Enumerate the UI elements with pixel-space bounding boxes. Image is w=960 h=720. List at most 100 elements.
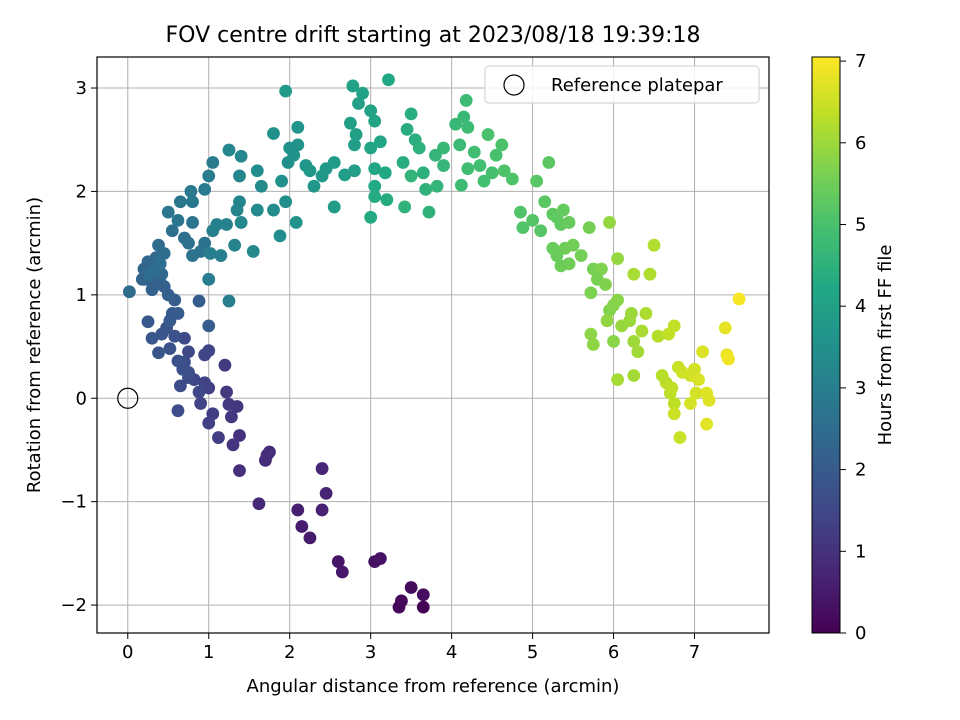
data-point bbox=[349, 128, 363, 141]
data-point bbox=[422, 205, 436, 219]
data-point bbox=[400, 122, 414, 136]
data-point bbox=[327, 200, 341, 214]
data-point bbox=[186, 216, 199, 229]
x-tick-label: 1 bbox=[203, 642, 214, 663]
x-axis-title: Angular distance from reference (arcmin) bbox=[247, 676, 620, 697]
data-point bbox=[206, 156, 220, 169]
legend: Reference platepar bbox=[484, 65, 760, 104]
data-point bbox=[198, 236, 212, 250]
data-point bbox=[192, 385, 206, 399]
data-point bbox=[267, 203, 280, 217]
data-point bbox=[611, 293, 624, 307]
data-point bbox=[437, 141, 450, 155]
data-point bbox=[165, 224, 179, 238]
data-point bbox=[454, 178, 468, 192]
data-point bbox=[202, 319, 216, 333]
data-point bbox=[437, 159, 450, 172]
data-point bbox=[595, 262, 608, 276]
grid-lines bbox=[97, 57, 769, 633]
colorbar-tick-label: 6 bbox=[855, 133, 866, 154]
data-point bbox=[530, 174, 544, 188]
y-axis-title: Rotation from reference (arcmin) bbox=[24, 197, 45, 493]
data-point bbox=[291, 138, 305, 152]
data-point bbox=[315, 462, 329, 475]
data-point bbox=[153, 257, 167, 271]
data-point bbox=[273, 229, 287, 243]
x-tick-label: 4 bbox=[446, 642, 457, 663]
data-point bbox=[163, 342, 177, 356]
data-point bbox=[667, 319, 681, 333]
data-point bbox=[373, 135, 387, 149]
data-point bbox=[599, 278, 612, 291]
data-point bbox=[651, 329, 665, 343]
data-point bbox=[526, 213, 539, 227]
data-point bbox=[631, 345, 645, 359]
data-point bbox=[348, 138, 361, 152]
data-point bbox=[688, 362, 701, 376]
data-point bbox=[319, 486, 333, 500]
data-point bbox=[275, 174, 288, 188]
data-point bbox=[203, 247, 217, 260]
data-point bbox=[173, 195, 187, 209]
data-point bbox=[461, 162, 475, 176]
data-point bbox=[315, 503, 329, 517]
data-point bbox=[331, 555, 345, 569]
data-point bbox=[267, 127, 280, 140]
data-point bbox=[202, 169, 216, 183]
data-point bbox=[233, 464, 246, 478]
data-point bbox=[220, 218, 233, 231]
data-point bbox=[461, 120, 475, 134]
data-point bbox=[178, 331, 191, 345]
data-point bbox=[684, 397, 697, 410]
data-point bbox=[627, 334, 641, 348]
data-point bbox=[380, 193, 394, 207]
data-point bbox=[152, 346, 165, 360]
data-point bbox=[382, 73, 395, 87]
data-point bbox=[368, 162, 382, 176]
data-point bbox=[279, 195, 293, 209]
legend-marker-open-circle bbox=[503, 74, 525, 96]
data-point bbox=[198, 182, 212, 196]
data-point bbox=[291, 503, 305, 517]
data-point bbox=[368, 190, 382, 204]
data-point bbox=[404, 169, 418, 183]
data-point bbox=[692, 373, 705, 387]
data-point bbox=[210, 218, 224, 231]
colorbar-tick-label: 2 bbox=[855, 460, 866, 481]
data-point bbox=[497, 164, 511, 178]
data-point bbox=[335, 565, 349, 579]
data-point bbox=[246, 245, 260, 258]
data-point bbox=[368, 179, 382, 193]
colorbar: 0 1 2 3 4 5 6 7 Hours from first FF file bbox=[811, 51, 896, 644]
data-point bbox=[627, 267, 641, 281]
data-point bbox=[667, 397, 681, 410]
data-point bbox=[667, 407, 681, 421]
colorbar-tick-label: 1 bbox=[855, 541, 866, 562]
legend-label: Reference platepar bbox=[551, 75, 723, 96]
data-point bbox=[627, 369, 641, 382]
data-point bbox=[184, 185, 198, 198]
data-point bbox=[168, 329, 182, 343]
data-point bbox=[732, 292, 746, 306]
data-point bbox=[542, 156, 556, 169]
data-point bbox=[222, 143, 236, 157]
data-point bbox=[141, 315, 155, 329]
data-point bbox=[516, 221, 530, 235]
data-point bbox=[416, 166, 430, 180]
data-point bbox=[338, 168, 352, 182]
data-point bbox=[287, 148, 301, 162]
data-point bbox=[307, 179, 321, 193]
data-point bbox=[647, 238, 661, 252]
data-point bbox=[222, 398, 236, 411]
data-point bbox=[419, 182, 433, 196]
data-point bbox=[453, 138, 467, 152]
y-tick-label: 0 bbox=[76, 388, 87, 409]
data-point bbox=[192, 294, 206, 308]
data-point bbox=[635, 324, 649, 338]
data-point bbox=[228, 238, 242, 252]
data-point bbox=[279, 84, 293, 98]
data-point bbox=[404, 581, 418, 594]
data-point bbox=[396, 156, 410, 169]
x-tick-label: 2 bbox=[284, 642, 295, 663]
